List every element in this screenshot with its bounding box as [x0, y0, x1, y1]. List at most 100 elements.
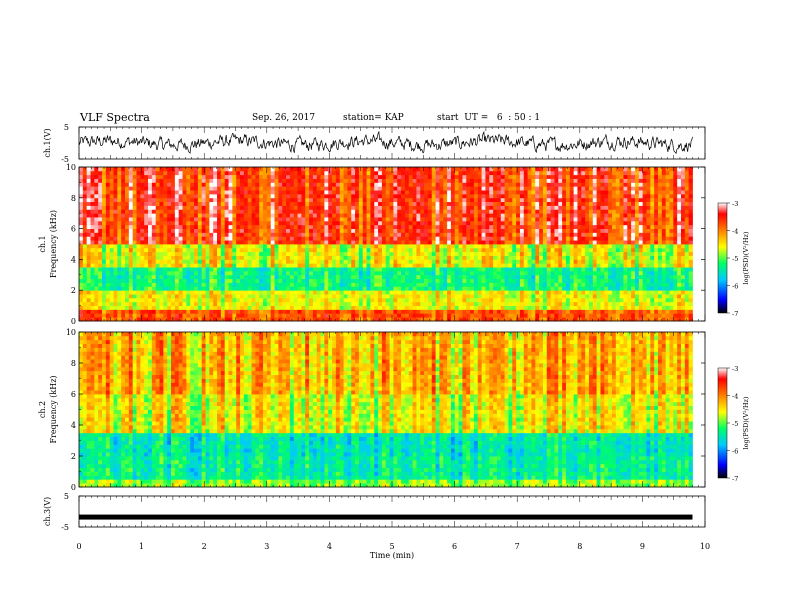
spectrogram-cell: [121, 317, 126, 322]
spectrogram-cell: [504, 228, 509, 233]
spectrogram-cell: [401, 213, 406, 218]
spectrogram-cell: [309, 270, 314, 276]
spectrogram-cell: [186, 274, 191, 280]
spectrogram-cell: [573, 251, 578, 256]
spectrogram-cell: [542, 251, 548, 256]
spectrogram-cell: [86, 197, 91, 203]
spectrogram-cell: [512, 201, 517, 206]
spectrogram-cell: [439, 247, 444, 253]
spectrogram-cell: [332, 205, 337, 210]
spectrogram-cell: [121, 244, 126, 249]
spectrogram-cell: [102, 259, 107, 264]
spectrogram-cell: [443, 255, 448, 260]
spectrogram-cell: [144, 278, 149, 283]
spectrogram-cell: [631, 313, 636, 318]
spectrogram-cell: [270, 290, 275, 295]
spectrogram-cell: [251, 224, 256, 229]
spectrogram-cell: [608, 270, 613, 276]
spectrogram-cell: [82, 220, 88, 226]
spectrogram-cell: [282, 263, 287, 268]
spectrogram-cell: [477, 305, 482, 310]
spectrogram-cell: [370, 209, 375, 214]
spectrogram-cell: [397, 274, 402, 280]
spectrogram-cell: [447, 294, 452, 299]
spectrogram-cell: [351, 263, 356, 268]
spectrogram-cell: [596, 297, 601, 303]
spectrogram-cell: [132, 263, 137, 268]
spectrogram-cell: [301, 213, 306, 218]
spectrogram-cell: [381, 267, 387, 272]
spectrogram-cell: [113, 282, 118, 287]
spectrogram-cell: [174, 267, 180, 272]
spectrogram-cell: [493, 309, 498, 314]
spectrogram-cell: [347, 217, 352, 222]
spectrogram-cell: [255, 244, 260, 249]
spectrogram-cell: [301, 220, 306, 226]
spectrogram-cell: [186, 313, 191, 318]
spectrogram-cell: [477, 286, 482, 291]
spectrogram-cell: [263, 259, 268, 264]
spectrogram-cell: [581, 267, 586, 272]
spectrogram-cell: [638, 313, 644, 318]
spectrogram-cell: [297, 201, 302, 206]
spectrogram-cell: [631, 297, 636, 303]
spectrogram-cell: [527, 213, 532, 218]
spectrogram-cell: [577, 201, 582, 206]
spectrogram-cell: [401, 201, 406, 206]
spectrogram-cell: [171, 301, 176, 306]
spectrogram-cell: [251, 236, 256, 241]
spectrogram-cell: [657, 294, 663, 299]
spectrogram-cell: [98, 205, 103, 210]
spectrogram-cell: [638, 220, 644, 226]
spectrogram-cell: [332, 209, 337, 214]
spectrogram-cell: [577, 213, 582, 218]
spectrogram-cell: [516, 213, 521, 218]
spectrogram-cell: [94, 282, 99, 287]
spectrogram-cell: [600, 305, 605, 310]
spectrogram-cell: [577, 286, 582, 291]
spectrogram-cell: [79, 301, 84, 306]
spectrogram-cell: [86, 282, 91, 287]
spectrogram-cell: [604, 290, 609, 295]
spectrogram-cell: [266, 305, 272, 310]
spectrogram-cell: [439, 236, 444, 241]
spectrogram-cell: [186, 301, 191, 306]
spectrogram-cell: [420, 301, 425, 306]
spectrogram-cell: [121, 278, 126, 283]
spectrogram-cell: [343, 317, 348, 322]
spectrogram-cell: [550, 209, 555, 214]
spectrogram-cell: [565, 278, 571, 283]
spectrogram-cell: [155, 297, 160, 303]
spectrogram-cell: [324, 259, 329, 264]
spectrogram-cell: [240, 309, 245, 314]
spectrogram-cell: [305, 228, 310, 233]
spectrogram-cell: [102, 236, 107, 241]
spectrogram-cell: [416, 209, 421, 214]
spectrogram-cell: [431, 209, 436, 214]
spectrogram-cell: [554, 228, 559, 233]
spectrogram-cell: [259, 201, 264, 206]
spectrogram-cell: [431, 213, 436, 218]
spectrogram-cell: [178, 286, 183, 291]
spectrogram-cell: [125, 236, 130, 241]
spectrogram-cell: [512, 297, 517, 303]
spectrogram-cell: [128, 255, 134, 260]
spectrogram-cell: [481, 224, 486, 229]
spectrogram-cell: [109, 220, 114, 226]
spectrogram-cell: [113, 220, 118, 226]
spectrogram-cell: [496, 305, 502, 310]
spectrogram-cell: [224, 294, 229, 299]
spectrogram-cell: [125, 290, 130, 295]
spectrogram-cell: [631, 278, 636, 283]
spectrogram-cell: [462, 301, 467, 306]
spectrogram-cell: [466, 286, 471, 291]
spectrogram-cell: [86, 309, 91, 314]
spectrogram-cell: [439, 205, 444, 210]
spectrogram-cell: [197, 201, 203, 206]
spectrogram-cell: [155, 294, 160, 299]
spectrogram-cell: [197, 309, 203, 314]
spectrogram-cell: [523, 205, 528, 210]
spectrogram-cell: [247, 259, 252, 264]
spectrogram-cell: [266, 255, 272, 260]
spectrogram-cell: [309, 201, 314, 206]
